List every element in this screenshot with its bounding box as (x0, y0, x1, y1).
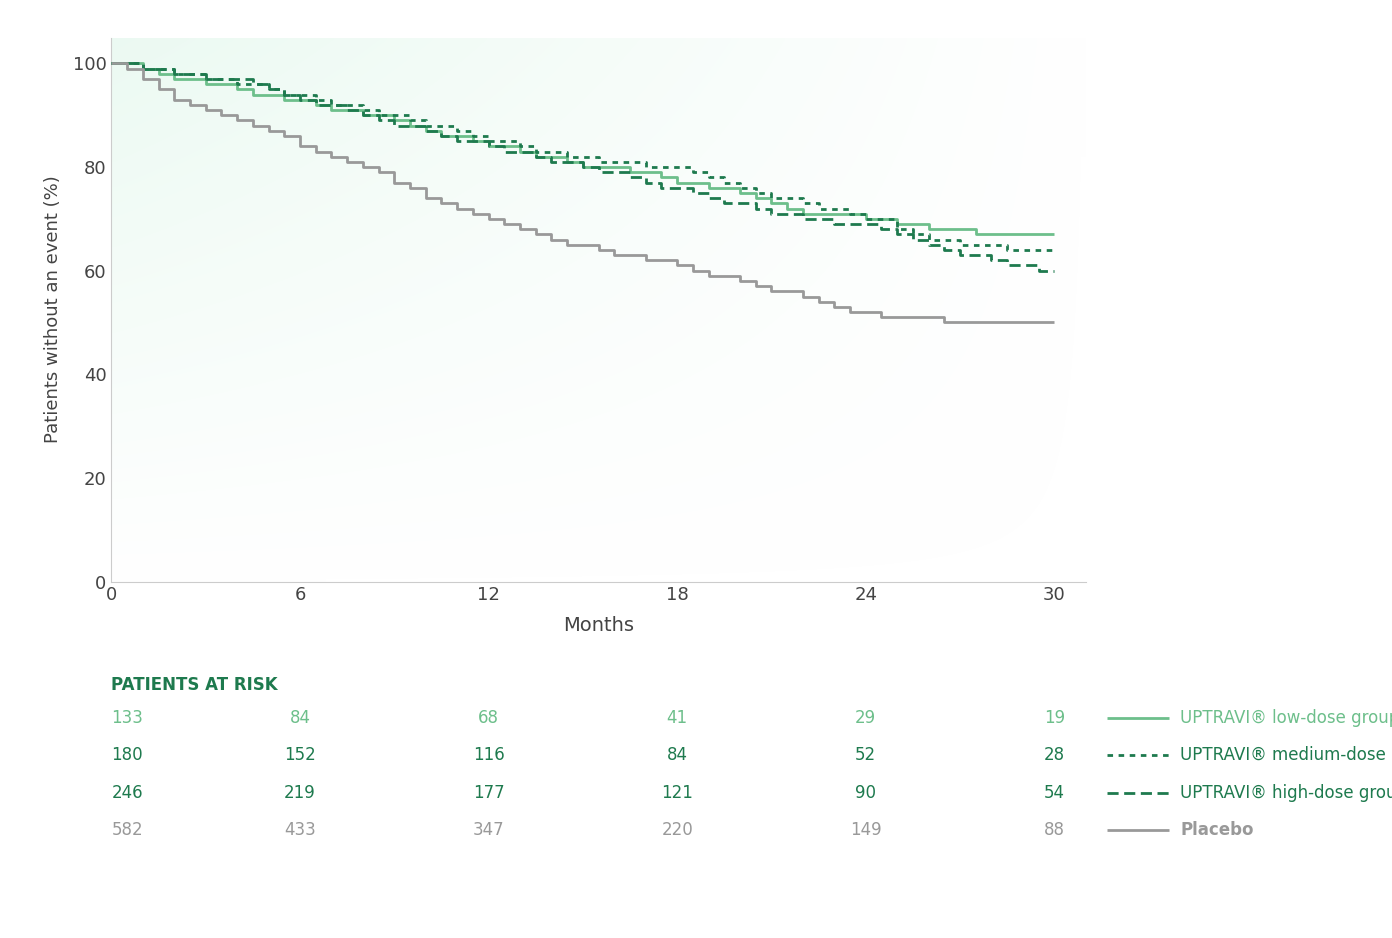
UPTRAVI® low-dose group (1045, 229, 1062, 240)
UPTRAVI® high-dose group (198, 73, 214, 84)
UPTRAVI® high-dose group (1030, 265, 1047, 277)
UPTRAVI® medium-dose group (748, 182, 764, 193)
Placebo (512, 219, 529, 230)
UPTRAVI® medium-dose group (700, 167, 717, 178)
Text: 347: 347 (473, 821, 504, 840)
Y-axis label: Patients without an event (%): Patients without an event (%) (43, 175, 61, 444)
Text: 68: 68 (477, 708, 500, 727)
Text: 152: 152 (284, 746, 316, 764)
Line: Placebo: Placebo (111, 64, 1054, 323)
Placebo (103, 58, 120, 69)
UPTRAVI® low-dose group (748, 188, 764, 199)
UPTRAVI® high-dose group (748, 198, 764, 209)
Text: 88: 88 (1044, 821, 1065, 840)
Line: UPTRAVI® low-dose group: UPTRAVI® low-dose group (111, 64, 1054, 234)
UPTRAVI® low-dose group (103, 58, 120, 69)
Line: UPTRAVI® medium-dose group: UPTRAVI® medium-dose group (111, 64, 1054, 250)
UPTRAVI® medium-dose group (983, 239, 999, 250)
Placebo (999, 317, 1016, 328)
Text: UPTRAVI® high-dose group: UPTRAVI® high-dose group (1180, 783, 1392, 802)
Text: 54: 54 (1044, 783, 1065, 802)
X-axis label: Months: Months (562, 615, 635, 634)
UPTRAVI® low-dose group (700, 177, 717, 189)
Text: 149: 149 (851, 821, 881, 840)
Placebo (748, 276, 764, 287)
UPTRAVI® low-dose group (198, 79, 214, 90)
Text: 28: 28 (1044, 746, 1065, 764)
Placebo (700, 265, 717, 277)
Placebo (935, 317, 952, 328)
UPTRAVI® medium-dose group (323, 99, 340, 111)
Text: 220: 220 (661, 821, 693, 840)
Text: 246: 246 (111, 783, 143, 802)
Line: UPTRAVI® high-dose group: UPTRAVI® high-dose group (111, 64, 1054, 271)
UPTRAVI® high-dose group (983, 255, 999, 266)
Text: 133: 133 (111, 708, 143, 727)
Text: 29: 29 (855, 708, 877, 727)
Text: 19: 19 (1044, 708, 1065, 727)
Placebo (323, 151, 340, 162)
Placebo (198, 104, 214, 115)
UPTRAVI® high-dose group (323, 99, 340, 111)
Placebo (1045, 317, 1062, 328)
Text: UPTRAVI® low-dose group: UPTRAVI® low-dose group (1180, 708, 1392, 727)
UPTRAVI® high-dose group (103, 58, 120, 69)
Text: 180: 180 (111, 746, 143, 764)
UPTRAVI® medium-dose group (103, 58, 120, 69)
Text: 433: 433 (284, 821, 316, 840)
Text: 41: 41 (667, 708, 688, 727)
Text: 177: 177 (473, 783, 504, 802)
Text: PATIENTS AT RISK: PATIENTS AT RISK (111, 675, 278, 694)
UPTRAVI® low-dose group (323, 104, 340, 115)
Text: Placebo: Placebo (1180, 821, 1254, 840)
UPTRAVI® medium-dose group (512, 135, 529, 146)
UPTRAVI® low-dose group (999, 229, 1016, 240)
Text: 121: 121 (661, 783, 693, 802)
UPTRAVI® high-dose group (512, 146, 529, 158)
Text: 219: 219 (284, 783, 316, 802)
UPTRAVI® medium-dose group (999, 244, 1016, 255)
Text: 84: 84 (290, 708, 310, 727)
Text: 52: 52 (855, 746, 877, 764)
Text: 582: 582 (111, 821, 143, 840)
Text: UPTRAVI® medium-dose group: UPTRAVI® medium-dose group (1180, 746, 1392, 764)
Text: 116: 116 (473, 746, 504, 764)
Text: 84: 84 (667, 746, 688, 764)
UPTRAVI® low-dose group (967, 229, 984, 240)
Text: 90: 90 (855, 783, 876, 802)
UPTRAVI® high-dose group (1045, 265, 1062, 277)
UPTRAVI® medium-dose group (198, 73, 214, 84)
UPTRAVI® high-dose group (700, 188, 717, 199)
UPTRAVI® low-dose group (512, 141, 529, 152)
UPTRAVI® medium-dose group (1045, 244, 1062, 255)
